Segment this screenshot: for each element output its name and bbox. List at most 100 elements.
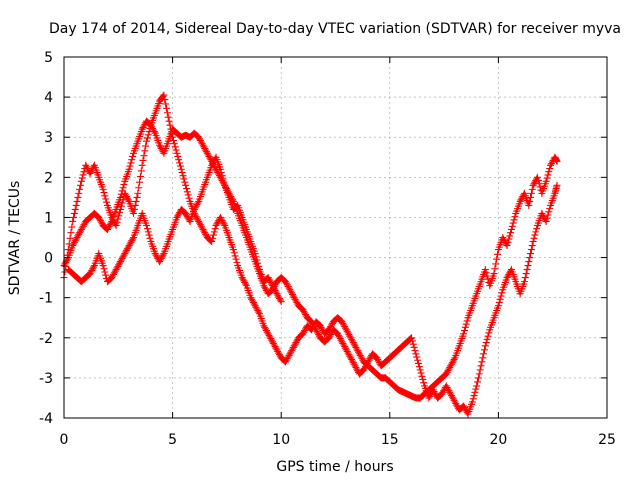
data-point: [494, 302, 502, 310]
data-point: [449, 357, 457, 365]
data-point: [118, 187, 126, 195]
data-point: [288, 347, 296, 355]
data-point: [476, 366, 484, 374]
data-point: [301, 309, 309, 317]
data-point: [336, 335, 344, 343]
data-point: [78, 174, 86, 182]
data-point: [352, 363, 360, 371]
data-point: [474, 374, 482, 382]
data-point: [233, 202, 241, 210]
data-point: [344, 329, 352, 337]
data-point: [353, 345, 361, 353]
data-point: [182, 181, 190, 189]
data-point: [284, 353, 292, 361]
data-point: [417, 369, 425, 377]
data-point: [325, 334, 333, 342]
data-point: [443, 384, 451, 392]
data-point: [157, 254, 165, 262]
data-point: [548, 158, 556, 166]
data-point: [71, 205, 79, 213]
data-point: [317, 323, 325, 331]
data-point: [73, 234, 81, 241]
data-point: [426, 392, 434, 400]
data-point: [442, 370, 450, 378]
data-point: [292, 339, 300, 347]
data-point: [119, 253, 127, 261]
data-point: [460, 402, 468, 410]
data-point: [208, 161, 216, 169]
data-point: [503, 242, 511, 250]
data-point: [283, 355, 291, 363]
data-point: [116, 259, 124, 267]
data-point: [503, 274, 511, 282]
data-point: [117, 202, 125, 210]
data-point: [291, 295, 299, 303]
data-point: [312, 326, 320, 334]
data-point: [499, 234, 507, 241]
data-point: [447, 362, 455, 370]
x-tick-label: 10: [272, 432, 290, 448]
data-point: [276, 296, 284, 304]
y-tick-label: 0: [44, 251, 53, 267]
data-point: [535, 180, 543, 188]
data-point: [300, 307, 308, 315]
data-point: [342, 346, 350, 354]
data-point: [361, 364, 369, 372]
data-point: [348, 357, 356, 365]
data-point: [123, 193, 131, 201]
data-point: [527, 246, 535, 254]
data-point: [530, 234, 538, 242]
data-point: [461, 323, 469, 331]
data-point: [310, 323, 318, 331]
data-point: [249, 298, 257, 306]
data-point: [159, 251, 167, 259]
data-point: [374, 355, 382, 363]
data-point: [282, 278, 290, 286]
data-point: [545, 168, 553, 176]
data-point: [447, 360, 455, 368]
data-point: [453, 401, 461, 409]
data-point: [284, 282, 292, 290]
data-point: [335, 333, 343, 341]
data-point: [282, 279, 290, 287]
data-point: [120, 181, 128, 189]
data-point: [198, 140, 206, 148]
data-point: [484, 275, 492, 283]
data-point: [346, 332, 354, 340]
data-point: [217, 215, 225, 223]
data-point: [301, 327, 309, 335]
data-point: [521, 274, 529, 282]
data-point: [345, 351, 353, 359]
data-point: [248, 295, 256, 303]
data-point: [144, 131, 152, 139]
data-point: [411, 347, 419, 355]
y-tick-label: -4: [39, 411, 53, 427]
data-point: [140, 122, 148, 130]
data-point: [470, 392, 478, 400]
data-point: [166, 121, 174, 129]
data-point: [250, 300, 258, 308]
data-point: [193, 201, 201, 209]
data-point: [75, 230, 83, 238]
data-point: [448, 359, 456, 367]
data-point: [213, 220, 221, 228]
data-point: [124, 243, 132, 251]
data-point: [126, 240, 134, 248]
data-point: [232, 255, 240, 263]
data-point: [346, 352, 354, 360]
data-point: [82, 161, 90, 169]
data-point: [265, 275, 273, 283]
data-point: [149, 124, 157, 132]
data-point: [415, 363, 423, 371]
data-point: [335, 331, 343, 339]
data-point: [444, 385, 452, 393]
data-point: [152, 251, 160, 259]
data-point: [185, 194, 193, 202]
data-point: [517, 196, 525, 204]
data-point: [408, 334, 416, 342]
data-point: [150, 128, 158, 136]
data-point: [183, 185, 191, 193]
data-point: [140, 152, 148, 160]
data-point: [134, 189, 142, 197]
data-point: [338, 338, 346, 346]
